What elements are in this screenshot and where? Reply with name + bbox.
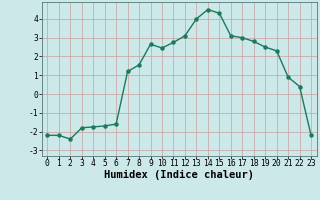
X-axis label: Humidex (Indice chaleur): Humidex (Indice chaleur) (104, 170, 254, 180)
